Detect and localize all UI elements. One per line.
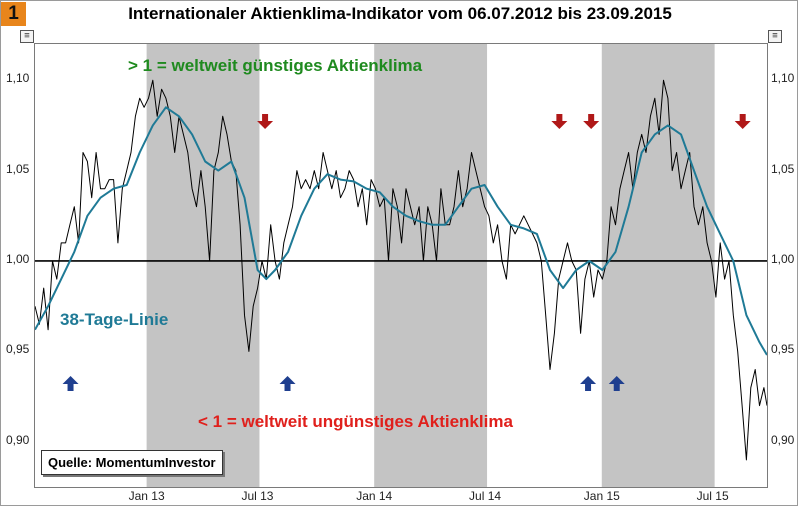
shaded-period-3 [601, 44, 715, 487]
plot-area [34, 43, 768, 488]
up-arrow-icon-1 [62, 376, 79, 391]
x-tick-label: Jan 14 [356, 489, 393, 503]
indicator-line [35, 79, 767, 461]
bullish-annotation: > 1 = weltweit günstiges Aktienklima [128, 56, 423, 75]
x-tick-label: Jul 13 [241, 489, 274, 503]
y-tick-right: 0,95 [771, 342, 795, 357]
y-tick-right: 1,00 [771, 251, 795, 266]
y-tick-right: 1,05 [771, 161, 795, 176]
x-tick-label: Jan 13 [128, 489, 165, 503]
right-scale-icon[interactable]: ≡ [768, 30, 782, 43]
y-tick-left: 1,10 [6, 71, 30, 86]
chart-number-badge: 1 [1, 2, 26, 26]
down-arrow-icon-5 [257, 114, 274, 129]
y-tick-left: 1,05 [6, 161, 30, 176]
y-tick-right: 1,10 [771, 71, 795, 86]
moving-average-label: 38-Tage-Linie [60, 310, 169, 329]
down-arrow-icon-6 [551, 114, 568, 129]
chart-svg [35, 44, 767, 487]
y-tick-left: 1,00 [6, 251, 30, 266]
x-tick-label: Jul 15 [696, 489, 729, 503]
x-tick-label: Jul 14 [469, 489, 502, 503]
y-tick-left: 0,95 [6, 342, 30, 357]
up-arrow-icon-3 [580, 376, 597, 391]
y-tick-right: 0,90 [771, 432, 795, 447]
source-box: Quelle: MomentumInvestor [41, 450, 223, 475]
bearish-annotation: < 1 = weltweit ungünstiges Aktienklima [198, 412, 513, 431]
up-arrow-icon-2 [279, 376, 296, 391]
shaded-period-2 [374, 44, 488, 487]
left-scale-icon[interactable]: ≡ [20, 30, 34, 43]
moving-average-line [35, 106, 767, 356]
down-arrow-icon-7 [583, 114, 600, 129]
shaded-period-1 [146, 44, 260, 487]
chart-title: Internationaler Aktienklima-Indikator vo… [128, 4, 672, 23]
up-arrow-icon-4 [608, 376, 625, 391]
y-tick-left: 0,90 [6, 432, 30, 447]
x-tick-label: Jan 15 [583, 489, 620, 503]
down-arrow-icon-8 [734, 114, 751, 129]
